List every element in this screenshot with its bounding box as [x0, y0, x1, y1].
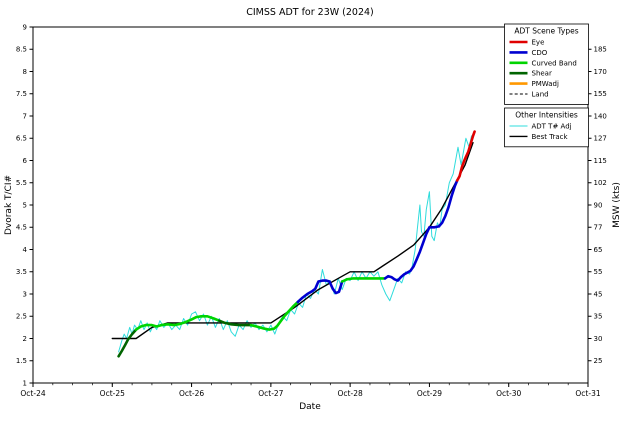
y-axis-label-left: Dvorak T/CI# — [4, 175, 14, 235]
y-tick-label-right: 170 — [594, 68, 607, 76]
y-tick-label-left: 2.5 — [16, 313, 27, 321]
x-tick-label: Oct-26 — [179, 389, 204, 398]
legend-frame — [504, 23, 589, 105]
y-tick-label-left: 3 — [23, 290, 27, 298]
y-axis-left-ticks: 1 1.5 2 2.5 3 3.5 4 4.5 5 5.5 6 6.5 7 7.5 8 8.5 9 — [16, 23, 33, 387]
y-tick-label-right: 55 — [594, 268, 603, 276]
y-tick-label-left: 6 — [23, 157, 28, 165]
y-tick-label-left: 7 — [23, 112, 27, 120]
y-tick-label-left: 4 — [23, 246, 28, 254]
x-tick-label: Oct-28 — [338, 389, 363, 398]
x-tick-label: Oct-25 — [100, 389, 125, 398]
adt-segment-shear — [218, 319, 253, 327]
legend-title: ADT Scene Types — [514, 27, 578, 36]
legend-label: ADT T# Adj — [532, 123, 572, 131]
y-tick-label-left: 5 — [23, 201, 27, 209]
legend-label: Land — [532, 91, 549, 99]
y-tick-label-left: 8 — [23, 68, 27, 76]
x-tick-label: Oct-24 — [20, 389, 45, 398]
adt-segment-cdo — [296, 279, 344, 304]
adt-segment-curved-band — [340, 277, 387, 283]
y-tick-label-left: 5.5 — [16, 179, 27, 187]
y-tick-label-right: 127 — [594, 135, 607, 143]
series-best-track — [111, 141, 474, 340]
adt-segment-curved-band — [249, 300, 300, 331]
y-tick-label-left: 1.5 — [16, 357, 27, 365]
legend-label: Eye — [532, 39, 545, 47]
y-tick-label-right: 45 — [594, 290, 603, 298]
y-tick-label-right: 155 — [594, 90, 607, 98]
x-tick-label: Oct-31 — [575, 389, 600, 398]
legend-label: CDO — [532, 49, 548, 57]
y-tick-label-left: 4.5 — [16, 224, 27, 232]
x-tick-label: Oct-27 — [258, 389, 283, 398]
y-tick-label-right: 65 — [594, 246, 603, 254]
adt-segment-eye — [455, 130, 476, 182]
y-tick-label-right: 115 — [594, 157, 607, 165]
y-tick-label-right: 30 — [594, 335, 603, 343]
legend-label: Curved Band — [532, 59, 577, 67]
y-tick-label-left: 2 — [23, 335, 27, 343]
y-axis-right-ticks: 25 30 35 45 55 65 77 90 102 115 127 140 155 170 185 — [588, 46, 607, 365]
y-tick-label-left: 8.5 — [16, 46, 27, 54]
legend-label: Shear — [532, 70, 552, 78]
y-tick-label-right: 77 — [594, 224, 603, 232]
y-tick-label-left: 9 — [23, 23, 27, 31]
series-adt-t-adj — [118, 133, 476, 353]
axes-frame: Oct-24 Oct-25 Oct-26 Oct-27 Oct-28 Oct-29 Oct-… — [16, 23, 607, 398]
y-tick-label-right: 102 — [594, 179, 607, 187]
legend-box-2: Other Intensities ADT T# Adj Best Track — [504, 107, 589, 148]
chart-title: CIMSS ADT for 23W (2024) — [246, 7, 374, 18]
x-axis-ticks: Oct-24 Oct-25 Oct-26 Oct-27 Oct-28 Oct-29 Oct-… — [20, 383, 601, 398]
legend-label: PMWadj — [532, 80, 559, 88]
legend-label: Best Track — [532, 133, 569, 141]
adt-segment-curved-band — [134, 314, 221, 331]
y-tick-label-right: 90 — [594, 201, 603, 209]
y-tick-label-left: 6.5 — [16, 135, 27, 143]
legend-box-1: ADT Scene Types Eye CDO Curved Band Shear PMW… — [504, 23, 589, 105]
y-tick-label-left: 3.5 — [16, 268, 27, 276]
y-tick-label-left: 7.5 — [16, 90, 27, 98]
x-tick-label: Oct-30 — [496, 389, 521, 398]
y-tick-label-right: 25 — [594, 357, 603, 365]
series-adt-final — [117, 130, 476, 358]
x-tick-label: Oct-29 — [417, 389, 442, 398]
legend-title: Other Intensities — [515, 111, 578, 120]
y-tick-label-left: 1 — [23, 379, 27, 387]
y-tick-label-right: 35 — [594, 313, 603, 321]
adt-segment-cdo — [383, 179, 459, 282]
y-tick-label-right: 140 — [594, 112, 607, 120]
y-axis-label-right: MSW (kts) — [612, 182, 622, 228]
y-tick-label-right: 185 — [594, 46, 607, 54]
adt-segment-shear — [117, 328, 138, 358]
legend-frame — [504, 107, 589, 148]
x-axis-label: Date — [299, 402, 321, 412]
plot-area: Oct-24 Oct-25 Oct-26 Oct-27 Oct-28 Oct-29 Oct-… — [16, 23, 607, 398]
